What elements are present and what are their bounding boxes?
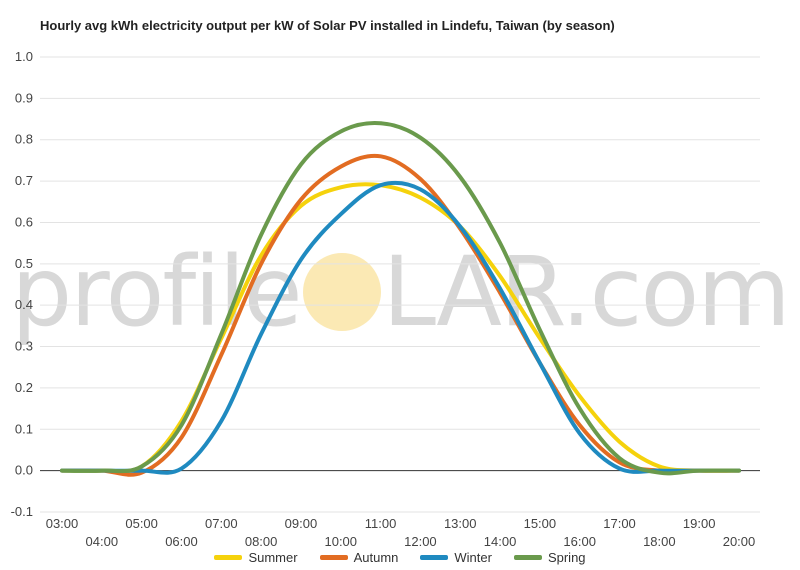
x-tick-label: 17:00 bbox=[603, 516, 636, 531]
x-tick-label: 13:00 bbox=[444, 516, 477, 531]
y-tick-label: -0.1 bbox=[11, 504, 33, 519]
legend-label: Autumn bbox=[353, 550, 399, 565]
x-tick-label: 14:00 bbox=[484, 534, 517, 549]
legend-item-winter[interactable]: Winter bbox=[420, 550, 492, 565]
x-tick-label: 16:00 bbox=[563, 534, 596, 549]
x-tick-label: 05:00 bbox=[125, 516, 158, 531]
y-tick-label: 0.9 bbox=[15, 90, 33, 105]
x-tick-label: 08:00 bbox=[245, 534, 278, 549]
legend-item-summer[interactable]: Summer bbox=[214, 550, 298, 565]
y-tick-label: 0.3 bbox=[15, 339, 33, 354]
y-tick-label: 0.8 bbox=[15, 132, 33, 147]
y-tick-label: 0.0 bbox=[15, 463, 33, 478]
x-tick-label: 09:00 bbox=[285, 516, 318, 531]
x-tick-label: 06:00 bbox=[165, 534, 198, 549]
legend-swatch bbox=[513, 555, 542, 560]
legend-swatch bbox=[214, 555, 243, 560]
chart-legend: Summer Autumn Winter Spring bbox=[0, 550, 800, 565]
y-tick-label: 0.5 bbox=[15, 256, 33, 271]
y-tick-label: 0.2 bbox=[15, 380, 33, 395]
y-tick-label: 1.0 bbox=[15, 49, 33, 64]
legend-swatch bbox=[319, 555, 348, 560]
x-tick-label: 18:00 bbox=[643, 534, 676, 549]
y-tick-label: 0.6 bbox=[15, 214, 33, 229]
chart-title: Hourly avg kWh electricity output per kW… bbox=[40, 18, 615, 33]
legend-item-spring[interactable]: Spring bbox=[513, 550, 586, 565]
y-tick-label: 0.7 bbox=[15, 173, 33, 188]
legend-label: Winter bbox=[454, 550, 492, 565]
legend-swatch bbox=[420, 555, 449, 560]
series-line-summer bbox=[60, 182, 741, 474]
y-tick-label: 0.4 bbox=[15, 297, 33, 312]
legend-label: Summer bbox=[248, 550, 298, 565]
series-line-autumn bbox=[60, 153, 741, 477]
legend-item-autumn[interactable]: Autumn bbox=[319, 550, 399, 565]
x-tick-label: 04:00 bbox=[86, 534, 119, 549]
x-tick-label: 07:00 bbox=[205, 516, 238, 531]
y-tick-label: 0.1 bbox=[15, 421, 33, 436]
x-tick-label: 19:00 bbox=[683, 516, 716, 531]
x-tick-label: 20:00 bbox=[723, 534, 756, 549]
x-tick-label: 11:00 bbox=[365, 516, 397, 531]
legend-label: Spring bbox=[547, 550, 586, 565]
x-tick-label: 15:00 bbox=[524, 516, 557, 531]
series-line-spring bbox=[60, 120, 741, 476]
x-tick-label: 12:00 bbox=[404, 534, 437, 549]
series-line-winter bbox=[60, 180, 741, 475]
x-tick-label: 10:00 bbox=[324, 534, 357, 549]
x-tick-label: 03:00 bbox=[46, 516, 79, 531]
